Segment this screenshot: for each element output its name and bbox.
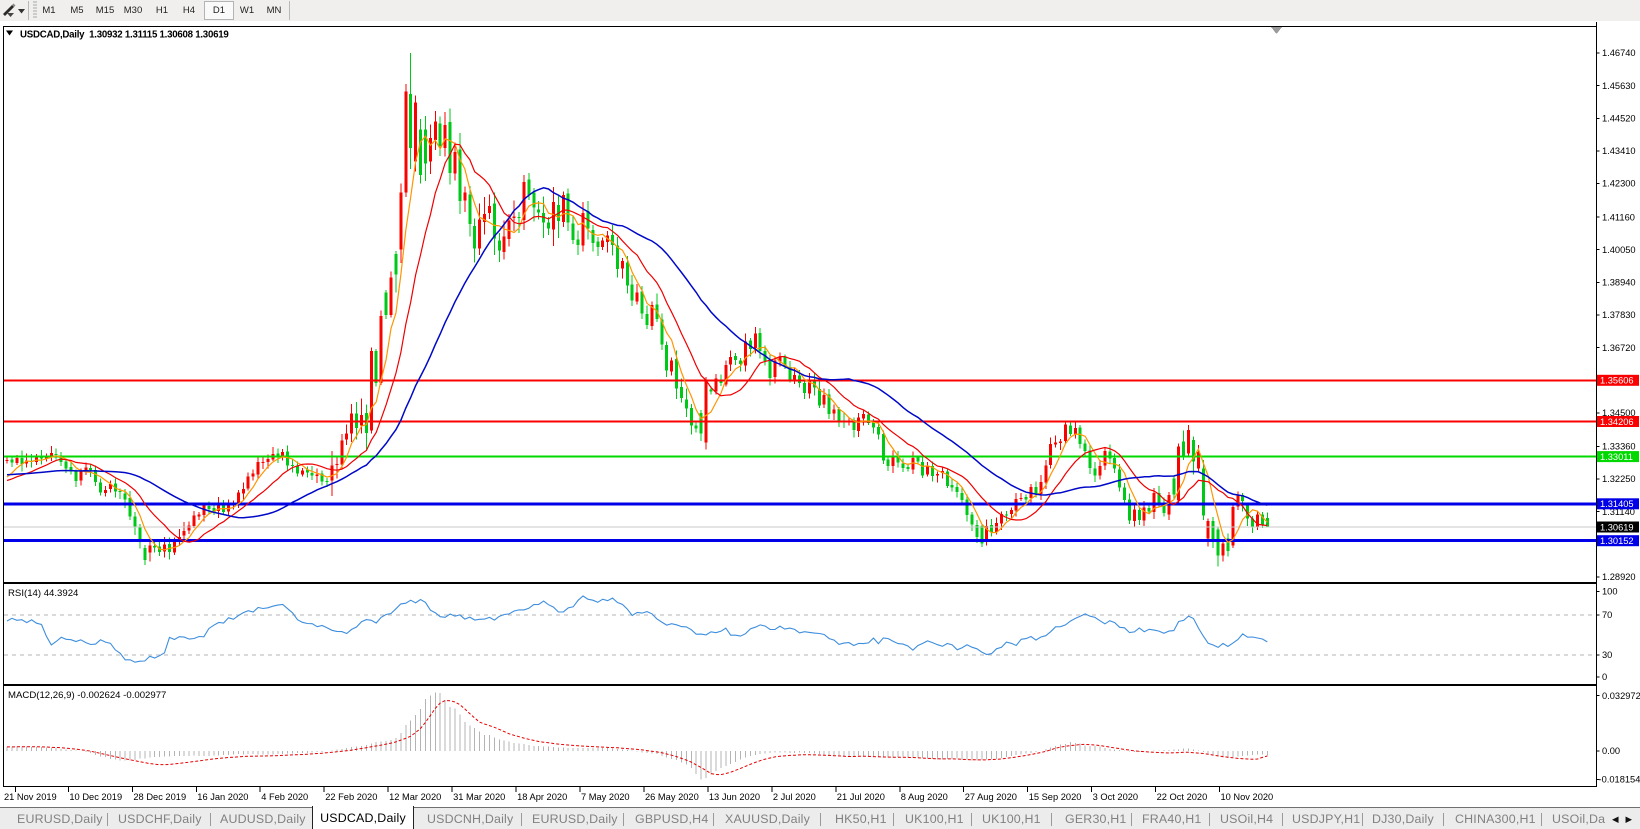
svg-text:70: 70 — [1602, 610, 1612, 620]
svg-text:0: 0 — [1602, 672, 1607, 682]
svg-text:27 Aug 2020: 27 Aug 2020 — [965, 792, 1017, 802]
svg-text:3 Oct 2020: 3 Oct 2020 — [1093, 792, 1138, 802]
svg-text:13 Jun 2020: 13 Jun 2020 — [709, 792, 760, 802]
svg-text:1.32250: 1.32250 — [1602, 474, 1636, 484]
svg-text:1.31140: 1.31140 — [1602, 507, 1635, 517]
svg-text:10 Dec 2019: 10 Dec 2019 — [69, 792, 122, 802]
svg-text:22 Oct 2020: 22 Oct 2020 — [1157, 792, 1208, 802]
svg-text:1.33011: 1.33011 — [1600, 452, 1633, 462]
svg-text:1.46740: 1.46740 — [1602, 48, 1636, 58]
svg-text:15 Sep 2020: 15 Sep 2020 — [1029, 792, 1082, 802]
svg-text:8 Aug 2020: 8 Aug 2020 — [901, 792, 948, 802]
svg-text:22 Feb 2020: 22 Feb 2020 — [325, 792, 377, 802]
svg-text:-0.018154: -0.018154 — [1599, 775, 1640, 785]
svg-text:1.31405: 1.31405 — [1600, 499, 1634, 509]
svg-text:1.37830: 1.37830 — [1602, 310, 1636, 320]
svg-text:1.34500: 1.34500 — [1602, 408, 1636, 418]
svg-text:30: 30 — [1602, 650, 1612, 660]
svg-text:1.45630: 1.45630 — [1602, 81, 1636, 91]
svg-text:18 Apr 2020: 18 Apr 2020 — [517, 792, 567, 802]
svg-text:1.42300: 1.42300 — [1602, 179, 1636, 189]
svg-text:31 Mar 2020: 31 Mar 2020 — [453, 792, 505, 802]
svg-text:21 Nov 2019: 21 Nov 2019 — [4, 792, 57, 802]
svg-text:0.00: 0.00 — [1602, 746, 1620, 756]
svg-text:16 Jan 2020: 16 Jan 2020 — [197, 792, 248, 802]
svg-text:1.30152: 1.30152 — [1600, 536, 1634, 546]
svg-text:1.38940: 1.38940 — [1602, 278, 1636, 288]
svg-text:1.34206: 1.34206 — [1600, 417, 1634, 427]
svg-text:100: 100 — [1602, 587, 1618, 597]
svg-text:0.032972: 0.032972 — [1602, 691, 1640, 701]
svg-text:4 Feb 2020: 4 Feb 2020 — [261, 792, 308, 802]
svg-text:21 Jul 2020: 21 Jul 2020 — [837, 792, 885, 802]
svg-text:12 Mar 2020: 12 Mar 2020 — [389, 792, 441, 802]
svg-text:1.40050: 1.40050 — [1602, 245, 1636, 255]
svg-text:1.28920: 1.28920 — [1602, 572, 1636, 582]
svg-text:1.36720: 1.36720 — [1602, 343, 1636, 353]
svg-text:1.43410: 1.43410 — [1602, 146, 1636, 156]
svg-text:28 Dec 2019: 28 Dec 2019 — [133, 792, 186, 802]
svg-text:1.30619: 1.30619 — [1600, 522, 1634, 532]
svg-text:1.33360: 1.33360 — [1602, 442, 1636, 452]
svg-text:1.35606: 1.35606 — [1600, 376, 1634, 386]
svg-text:RSI(14) 44.3924: RSI(14) 44.3924 — [8, 588, 79, 599]
svg-text:7 May 2020: 7 May 2020 — [581, 792, 630, 802]
svg-text:10 Nov 2020: 10 Nov 2020 — [1221, 792, 1274, 802]
svg-text:MACD(12,26,9) -0.002624 -0.002: MACD(12,26,9) -0.002624 -0.002977 — [8, 690, 166, 701]
svg-text:USDCAD,Daily 1.30932 1.31115: USDCAD,Daily 1.30932 1.31115 1.30608 1.3… — [20, 30, 229, 41]
svg-text:1.44520: 1.44520 — [1602, 114, 1636, 124]
svg-text:26 May 2020: 26 May 2020 — [645, 792, 699, 802]
svg-text:1.41160: 1.41160 — [1602, 212, 1635, 222]
svg-text:2 Jul 2020: 2 Jul 2020 — [773, 792, 816, 802]
